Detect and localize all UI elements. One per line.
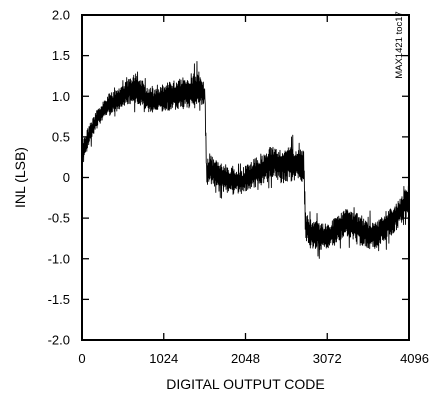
inl-trace-layer bbox=[81, 61, 410, 259]
x-axis-title: DIGITAL OUTPUT CODE bbox=[166, 376, 324, 392]
y-tick-label: -1.5 bbox=[48, 292, 70, 307]
y-tick-label: -2.0 bbox=[48, 333, 70, 348]
y-tick-label: 1.5 bbox=[52, 48, 70, 63]
y-tick-label: -1.0 bbox=[48, 251, 70, 266]
y-tick-label: 1.0 bbox=[52, 89, 70, 104]
x-tick-label: 1024 bbox=[149, 351, 178, 366]
x-tick-label: 4096 bbox=[400, 351, 429, 366]
tick-label-layer: 2.0 1.5 1.0 0.5 0 -0.5 -1.0 -1.5 -2.0 0 1024 2048 30… bbox=[48, 8, 429, 367]
y-tick-label: 0.5 bbox=[52, 129, 70, 144]
x-tick-label: 3072 bbox=[313, 351, 342, 366]
x-tick-label: 2048 bbox=[231, 351, 260, 366]
x-tick-label: 0 bbox=[78, 351, 85, 366]
y-tick-label: 2.0 bbox=[52, 8, 70, 23]
y-tick-label: 0 bbox=[63, 170, 70, 185]
chart-id-note: MAX1421 toc17 bbox=[394, 11, 405, 79]
tick-layer bbox=[81, 14, 410, 341]
y-axis-title: INL (LSB) bbox=[12, 147, 28, 208]
inl-series-line bbox=[81, 61, 410, 259]
y-tick-label: -0.5 bbox=[48, 211, 70, 226]
